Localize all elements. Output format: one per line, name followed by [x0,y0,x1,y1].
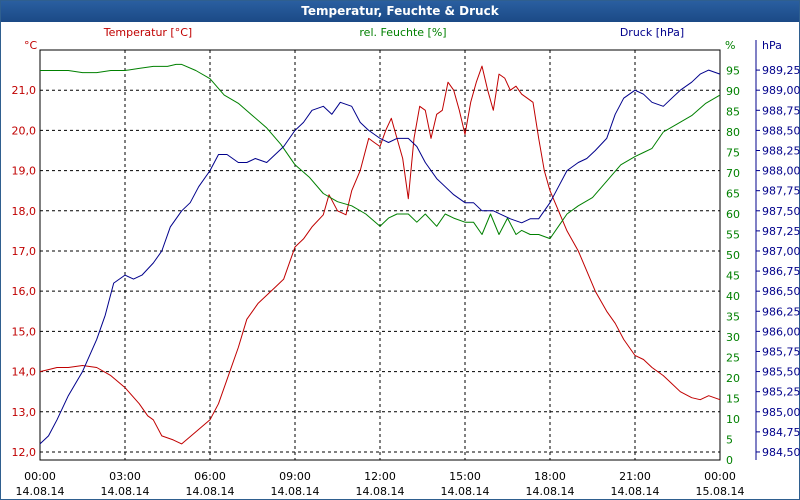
x-tick-date: 14.08.14 [611,485,660,498]
pressure-tick-label: 988,25 [762,144,800,157]
humidity-tick-label: 5 [726,434,733,447]
temperature-tick-label: 15,0 [12,325,37,338]
pressure-tick-label: 985,00 [762,406,800,419]
x-tick-date: 14.08.14 [356,485,405,498]
humidity-tick-label: 70 [726,167,740,180]
pressure-tick-label: 984,50 [762,446,800,459]
temperature-tick-label: 19,0 [12,165,37,178]
pressure-tick-label: 987,50 [762,205,800,218]
pressure-tick-label: 985,25 [762,386,800,399]
pressure-tick-label: 986,25 [762,305,800,318]
pressure-tick-label: 984,75 [762,426,800,439]
humidity-tick-label: 75 [726,147,740,160]
legend-humidity: rel. Feuchte [%] [359,26,446,39]
humidity-tick-label: 30 [726,331,740,344]
pressure-tick-label: 985,50 [762,366,800,379]
humidity-tick-label: 20 [726,372,740,385]
humidity-tick-label: 15 [726,393,740,406]
x-tick-time: 00:00 [704,470,736,483]
pressure-line [39,69,721,445]
humidity-tick-label: 80 [726,126,740,139]
pressure-tick-label: 987,75 [762,185,800,198]
plot-frame [39,49,721,461]
humidity-tick-label: 10 [726,413,740,426]
x-tick-time: 18:00 [534,470,566,483]
temperature-line [39,65,721,445]
x-tick-time: 09:00 [279,470,311,483]
x-tick-date: 14.08.14 [186,485,235,498]
humidity-tick-label: 40 [726,290,740,303]
pressure-tick-label: 986,50 [762,285,800,298]
pressure-tick-label: 988,75 [762,104,800,117]
temperature-tick-label: 21,0 [12,84,37,97]
humidity-tick-label: 60 [726,208,740,221]
humidity-tick-label: 90 [726,85,740,98]
x-tick-date: 14.08.14 [271,485,320,498]
x-tick-time: 15:00 [449,470,481,483]
humidity-tick-label: 50 [726,249,740,262]
humidity-tick-label: 35 [726,311,740,324]
temperature-tick-label: 17,0 [12,245,37,258]
legend-pressure: Druck [hPa] [620,26,684,39]
humidity-unit-label: % [725,39,735,52]
humidity-tick-label: 65 [726,188,740,201]
x-tick-time: 12:00 [364,470,396,483]
x-tick-date: 14.08.14 [101,485,150,498]
temperature-tick-label: 16,0 [12,285,37,298]
x-tick-time: 21:00 [619,470,651,483]
humidity-tick-label: 25 [726,352,740,365]
x-tick-date: 14.08.14 [441,485,490,498]
temperature-tick-label: 12,0 [12,446,37,459]
temperature-tick-label: 14,0 [12,366,37,379]
humidity-tick-label: 55 [726,229,740,242]
humidity-tick-label: 45 [726,270,740,283]
pressure-tick-label: 989,00 [762,84,800,97]
x-tick-time: 00:00 [24,470,56,483]
x-tick-time: 03:00 [109,470,141,483]
temperature-tick-label: 18,0 [12,205,37,218]
window-title: Temperatur, Feuchte & Druck [1,1,799,22]
x-tick-time: 06:00 [194,470,226,483]
pressure-unit-label: hPa [762,39,782,52]
pressure-tick-label: 988,50 [762,124,800,137]
humidity-tick-label: 95 [726,65,740,78]
humidity-tick-label: 85 [726,106,740,119]
temperature-tick-label: 13,0 [12,406,37,419]
temperature-tick-label: 20,0 [12,124,37,137]
x-tick-date: 14.08.14 [526,485,575,498]
temperature-unit-label: °C [24,39,38,52]
pressure-tick-label: 987,00 [762,245,800,258]
pressure-tick-label: 987,25 [762,225,800,238]
pressure-tick-label: 989,25 [762,64,800,77]
humidity-line [40,63,721,240]
humidity-tick-label: 0 [726,454,733,467]
pressure-tick-label: 986,75 [762,265,800,278]
pressure-tick-label: 988,00 [762,165,800,178]
x-tick-date: 14.08.14 [16,485,65,498]
x-tick-date: 15.08.14 [696,485,745,498]
pressure-tick-label: 985,75 [762,345,800,358]
pressure-tick-label: 986,00 [762,325,800,338]
legend-temperature: Temperatur [°C] [103,26,192,39]
